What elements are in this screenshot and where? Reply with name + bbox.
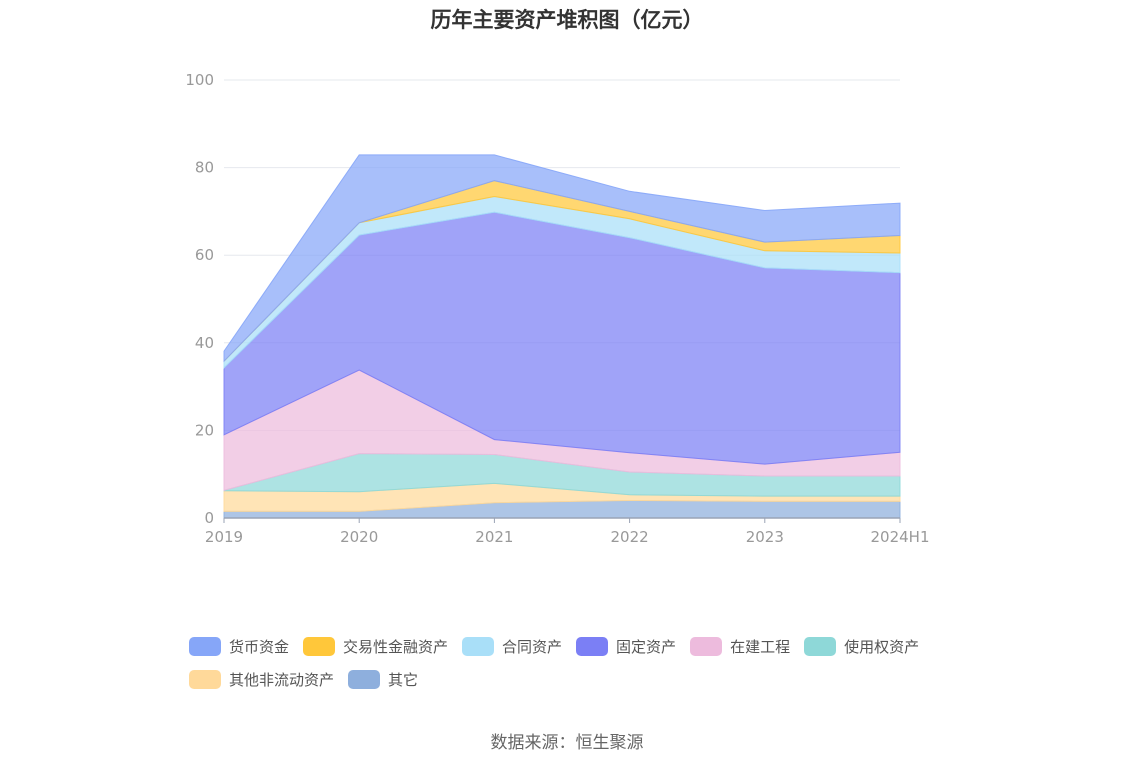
- legend: 货币资金 交易性金融资产 合同资产 固定资产 在建工程 使用权资产其他非流动资产 其它: [189, 630, 989, 696]
- legend-label: 合同资产: [502, 638, 563, 656]
- legend-swatch: [303, 637, 336, 656]
- legend-label: 在建工程: [730, 638, 791, 656]
- x-tick-label: 2019: [205, 528, 243, 546]
- data-source-note: 数据来源：恒生聚源: [490, 733, 644, 753]
- legend-item[interactable]: 交易性金融资产: [303, 636, 448, 657]
- legend-label: 其他非流动资产: [229, 671, 335, 689]
- area-layers: [223, 154, 901, 519]
- legend-label: 货币资金: [229, 638, 290, 656]
- x-tick-label: 2022: [611, 528, 649, 546]
- legend-row: 货币资金 交易性金融资产 合同资产 固定资产 在建工程 使用权资产: [189, 630, 989, 663]
- y-tick-label: 40: [195, 334, 214, 352]
- legend-swatch: [348, 670, 381, 689]
- x-tick-label: 2023: [746, 528, 784, 546]
- area-series-7: [223, 154, 901, 363]
- legend-item[interactable]: 固定资产: [576, 636, 676, 657]
- legend-item[interactable]: 在建工程: [690, 636, 790, 657]
- x-tick-label: 2021: [475, 528, 513, 546]
- chart-title: 历年主要资产堆积图（亿元）: [430, 8, 704, 32]
- legend-label: 其它: [388, 671, 419, 689]
- x-tick-label: 2020: [340, 528, 378, 546]
- y-tick-label: 0: [204, 509, 214, 527]
- legend-item[interactable]: 使用权资产: [804, 636, 919, 657]
- legend-swatch: [690, 637, 723, 656]
- legend-item[interactable]: 合同资产: [462, 636, 562, 657]
- legend-swatch: [462, 637, 495, 656]
- y-tick-label: 100: [185, 71, 214, 89]
- legend-item[interactable]: 其它: [348, 669, 418, 690]
- legend-label: 固定资产: [616, 638, 677, 656]
- legend-row: 其他非流动资产 其它: [189, 663, 989, 696]
- y-tick-label: 20: [195, 421, 214, 439]
- legend-label: 使用权资产: [844, 638, 920, 656]
- y-tick-label: 80: [195, 159, 214, 177]
- legend-swatch: [576, 637, 609, 656]
- x-tick-label: 2024H1: [871, 528, 930, 546]
- y-tick-label: 60: [195, 246, 214, 264]
- legend-label: 交易性金融资产: [343, 638, 449, 656]
- legend-swatch: [189, 670, 221, 689]
- legend-swatch: [189, 637, 221, 656]
- axes: 0 20 40 60 80 100 2019 2020 2021 2022 2023 2024H1: [185, 71, 929, 546]
- legend-item[interactable]: 其他非流动资产: [189, 669, 334, 690]
- legend-item[interactable]: 货币资金: [189, 636, 289, 657]
- legend-swatch: [804, 637, 837, 656]
